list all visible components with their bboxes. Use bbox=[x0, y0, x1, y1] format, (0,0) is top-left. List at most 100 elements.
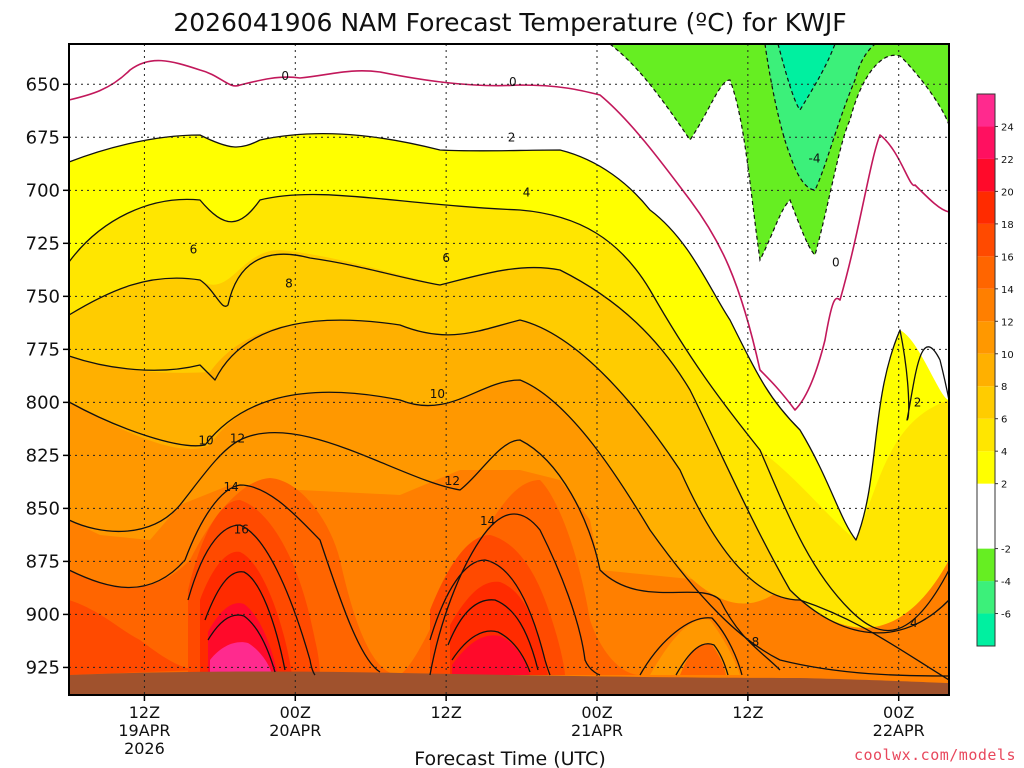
x-tick-label-line2: 22APR bbox=[873, 721, 925, 740]
colorbar-bin bbox=[977, 158, 995, 192]
plot-frame bbox=[68, 43, 950, 696]
band-16-18-fill bbox=[200, 551, 548, 675]
y-tick-label: 925 bbox=[26, 657, 60, 678]
y-tick-label: 850 bbox=[26, 498, 60, 519]
contour-2 bbox=[68, 133, 950, 541]
x-tick-label-line1: 00Z bbox=[883, 703, 914, 722]
band-14-16-fill bbox=[69, 500, 565, 675]
contour-label: 4 bbox=[910, 616, 918, 630]
contour-8 bbox=[68, 319, 950, 681]
credit-text: coolwx.com/models bbox=[854, 746, 1016, 764]
colorbar-bin bbox=[977, 94, 995, 127]
contour-label: 6 bbox=[442, 251, 450, 265]
x-tick-label-line2: 20APR bbox=[269, 721, 321, 740]
colorbar-bin bbox=[977, 321, 995, 354]
x-tick-label-line2: 21APR bbox=[571, 721, 623, 740]
contour-label: 6 bbox=[190, 243, 198, 257]
contour-cold-minus-2 bbox=[609, 43, 950, 262]
x-tick-label-line3: 2026 bbox=[124, 739, 165, 758]
y-tick-label: 875 bbox=[26, 551, 60, 572]
colorbar-bin bbox=[977, 288, 995, 322]
contour-12 bbox=[68, 431, 781, 671]
contour-label: 0 bbox=[832, 255, 840, 269]
colorbar-label: -6 bbox=[1001, 610, 1011, 621]
zero-band-fill bbox=[69, 44, 949, 540]
late-hot-band-fill bbox=[680, 643, 726, 675]
x-tick-label-line1: 12Z bbox=[430, 703, 461, 722]
contour-16 bbox=[187, 524, 551, 676]
y-tick-label: 825 bbox=[26, 445, 60, 466]
contour-lines bbox=[68, 43, 950, 681]
y-tick-label: 750 bbox=[26, 286, 60, 307]
contour-18 bbox=[204, 571, 539, 671]
colorbar-bin bbox=[977, 256, 995, 289]
contour-label: 14 bbox=[480, 514, 495, 528]
colorbar-label: 22 bbox=[1001, 155, 1014, 166]
ground-fill bbox=[69, 671, 949, 695]
colorbar-label: 18 bbox=[1001, 220, 1014, 231]
contour-14 bbox=[68, 484, 601, 676]
x-tick-label-line1: 00Z bbox=[280, 703, 311, 722]
minus-two-band-fill bbox=[610, 44, 949, 260]
x-tick-label-line1: 00Z bbox=[581, 703, 612, 722]
chart-title: 2026041906 NAM Forecast Temperature (ºC)… bbox=[173, 8, 846, 37]
contour-label: 10 bbox=[430, 387, 445, 401]
colorbar-bin bbox=[977, 418, 995, 452]
contour-label: 8 bbox=[752, 635, 760, 649]
contour-label: 12 bbox=[230, 431, 245, 445]
y-tick-label: 725 bbox=[26, 233, 60, 254]
colorbar-bin bbox=[977, 483, 995, 549]
colorbar-bin bbox=[977, 451, 995, 484]
colorbar-bin bbox=[977, 353, 995, 387]
contour-label: 0 bbox=[509, 75, 517, 89]
contour-label: -4 bbox=[809, 152, 821, 166]
y-tick-label: 675 bbox=[26, 127, 60, 148]
colorbar-bin bbox=[977, 126, 995, 159]
colorbar-bin bbox=[977, 223, 995, 257]
temperature-fill bbox=[69, 44, 949, 695]
colorbar-label: 20 bbox=[1001, 187, 1014, 198]
colorbar-bin bbox=[977, 581, 995, 614]
contour-label: 4 bbox=[523, 185, 531, 199]
colorbar-label: 10 bbox=[1001, 350, 1014, 361]
contour-label: 0 bbox=[281, 69, 289, 83]
x-tick-label-line1: 12Z bbox=[129, 703, 160, 722]
colorbar-label: 16 bbox=[1001, 252, 1014, 263]
contour-label: 2 bbox=[508, 130, 516, 144]
contour-20 bbox=[207, 614, 531, 673]
contour-label: 14 bbox=[224, 480, 239, 494]
colorbar-bin bbox=[977, 613, 995, 646]
colorbar-label: -4 bbox=[1001, 577, 1011, 588]
y-tick-label: 800 bbox=[26, 392, 60, 413]
y-axis-ticks: 650 675 700 725 750 775 800 825 850 875 900 925 bbox=[26, 74, 69, 678]
colorbar-label: 4 bbox=[1001, 447, 1007, 458]
x-axis-label: Forecast Time (UTC) bbox=[414, 748, 605, 768]
colorbar-label: -2 bbox=[1001, 545, 1011, 556]
x-tick-label-line1: 12Z bbox=[732, 703, 763, 722]
colorbar-label: 24 bbox=[1001, 122, 1014, 133]
y-tick-label: 650 bbox=[26, 74, 60, 95]
colorbar-label: 14 bbox=[1001, 285, 1014, 296]
colorbar-bin bbox=[977, 386, 995, 419]
contour-10 bbox=[68, 379, 950, 677]
contour-6 bbox=[68, 253, 950, 634]
y-tick-label: 900 bbox=[26, 604, 60, 625]
colorbar-label: 8 bbox=[1001, 382, 1007, 393]
contour-cold-minus-4 bbox=[764, 43, 876, 191]
y-tick-label: 700 bbox=[26, 180, 60, 201]
contour-labels: 0 0 2 4 6 6 8 10 10 12 12 14 16 14 -4 0 2 4 8 bbox=[190, 69, 922, 649]
colorbar-bin bbox=[977, 548, 995, 582]
band-22-26-fill bbox=[210, 642, 272, 675]
colorbar-frame bbox=[976, 93, 996, 647]
contour-label: 2 bbox=[914, 395, 922, 409]
contour-0 bbox=[68, 59, 950, 411]
colorbar-bin bbox=[977, 191, 995, 224]
contour-cold-minus-6 bbox=[777, 43, 836, 112]
contour-label: 16 bbox=[234, 523, 249, 537]
contour-label: 10 bbox=[198, 434, 213, 448]
colorbar-label: 2 bbox=[1001, 480, 1007, 491]
minus-six-band-fill bbox=[778, 44, 835, 110]
